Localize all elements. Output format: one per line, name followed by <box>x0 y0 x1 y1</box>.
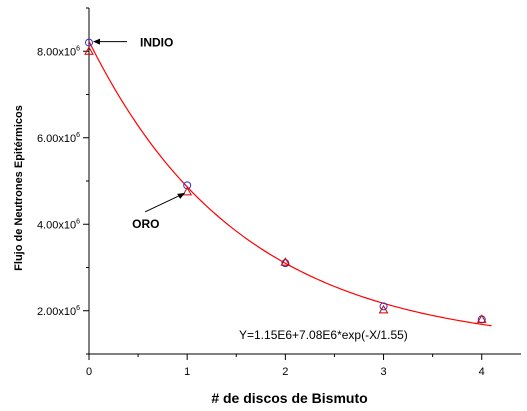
fit-curve <box>89 41 492 325</box>
y-tick-label: 2.00x106 <box>37 305 80 318</box>
fit-curve-group <box>89 41 492 325</box>
y-tick-label: 4.00x106 <box>37 218 80 231</box>
annotation-oro: ORO <box>132 217 159 231</box>
x-tick-label: 0 <box>86 366 92 378</box>
x-tick-label: 1 <box>184 366 190 378</box>
oro-arrow <box>145 195 181 212</box>
x-tick-label: 2 <box>282 366 288 378</box>
points-group <box>85 39 486 323</box>
axes-group: 0 1 2 3 4 2.00x106 4.00x106 6.00x106 8.00x106 # d… <box>13 8 521 406</box>
x-tick-label: 4 <box>479 366 485 378</box>
y-axis-title: Flujo de Neutrones Epitérmicos <box>13 105 25 271</box>
fit-equation-label: Y=1.15E6+7.08E6*exp(-X/1.55) <box>239 328 408 342</box>
y-tick-label: 6.00x106 <box>37 132 80 145</box>
x-tick-label: 3 <box>380 366 386 378</box>
x-axis-title: # de discos de Bismuto <box>211 390 367 406</box>
indio-arrowhead <box>93 39 100 45</box>
y-tick-label: 8.00x106 <box>37 45 80 58</box>
data-point-triangle <box>380 306 388 313</box>
annotation-indio: INDIO <box>140 36 173 50</box>
